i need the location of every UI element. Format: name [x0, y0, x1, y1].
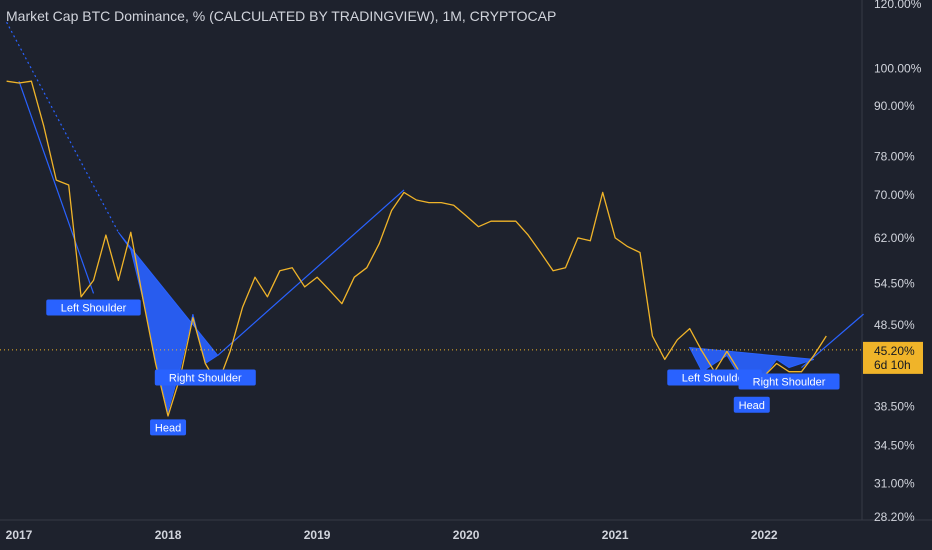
y-tick-label: 31.00%: [874, 476, 915, 490]
trend-line-3: [217, 189, 405, 356]
current-value-label: 45.20%: [874, 344, 915, 358]
y-tick-label: 62.00%: [874, 231, 915, 245]
pattern-label-3: Right Shoulder: [154, 369, 256, 386]
x-tick-label: 2017: [6, 528, 33, 542]
pattern-label-text: Right Shoulder: [753, 377, 826, 389]
pattern-label-text: Left Shoulder: [682, 372, 748, 384]
pattern-label-4: Left Shoulder: [667, 369, 762, 386]
y-tick-label: 100.00%: [874, 62, 922, 76]
pattern-label-6: Right Shoulder: [738, 373, 840, 390]
pattern-label-box: [46, 299, 141, 316]
pattern-label-box: [150, 419, 187, 436]
pattern-label-text: Right Shoulder: [169, 372, 242, 384]
pattern-fill-head-and-shoulders-2018: [117, 231, 219, 414]
trend-line-2: [18, 81, 95, 294]
current-value-box: [863, 341, 923, 374]
y-tick-label: 28.20%: [874, 510, 915, 524]
pattern-label-box: [667, 369, 762, 386]
x-tick-label: 2021: [602, 528, 629, 542]
x-tick-label: 2019: [304, 528, 331, 542]
chart-title: Market Cap BTC Dominance, % (CALCULATED …: [6, 8, 557, 24]
y-tick-label: 54.50%: [874, 277, 915, 291]
x-tick-label: 2022: [751, 528, 778, 542]
pattern-label-text: Head: [155, 422, 181, 434]
pattern-label-5: Head: [733, 396, 770, 413]
current-value-badge: 45.20%6d 10h: [863, 341, 923, 374]
x-tick-label: 2018: [155, 528, 182, 542]
pattern-label-box: [154, 369, 256, 386]
x-tick-label: 2020: [453, 528, 480, 542]
y-tick-label: 48.50%: [874, 318, 915, 332]
pattern-label-text: Left Shoulder: [61, 302, 127, 314]
pattern-label-text: Head: [739, 400, 765, 412]
pattern-label-box: [733, 396, 770, 413]
y-tick-label: 120.00%: [874, 0, 922, 11]
pattern-label-2: Head: [150, 419, 187, 436]
pattern-label-1: Left Shoulder: [46, 299, 141, 316]
pattern-label-box: [738, 373, 840, 390]
y-tick-label: 90.00%: [874, 99, 915, 113]
series-line: [6, 80, 827, 417]
y-tick-label: 78.00%: [874, 150, 915, 164]
y-tick-label: 70.00%: [874, 188, 915, 202]
current-value-countdown: 6d 10h: [874, 358, 911, 372]
y-tick-label: 38.50%: [874, 400, 915, 414]
y-tick-label: 34.50%: [874, 439, 915, 453]
